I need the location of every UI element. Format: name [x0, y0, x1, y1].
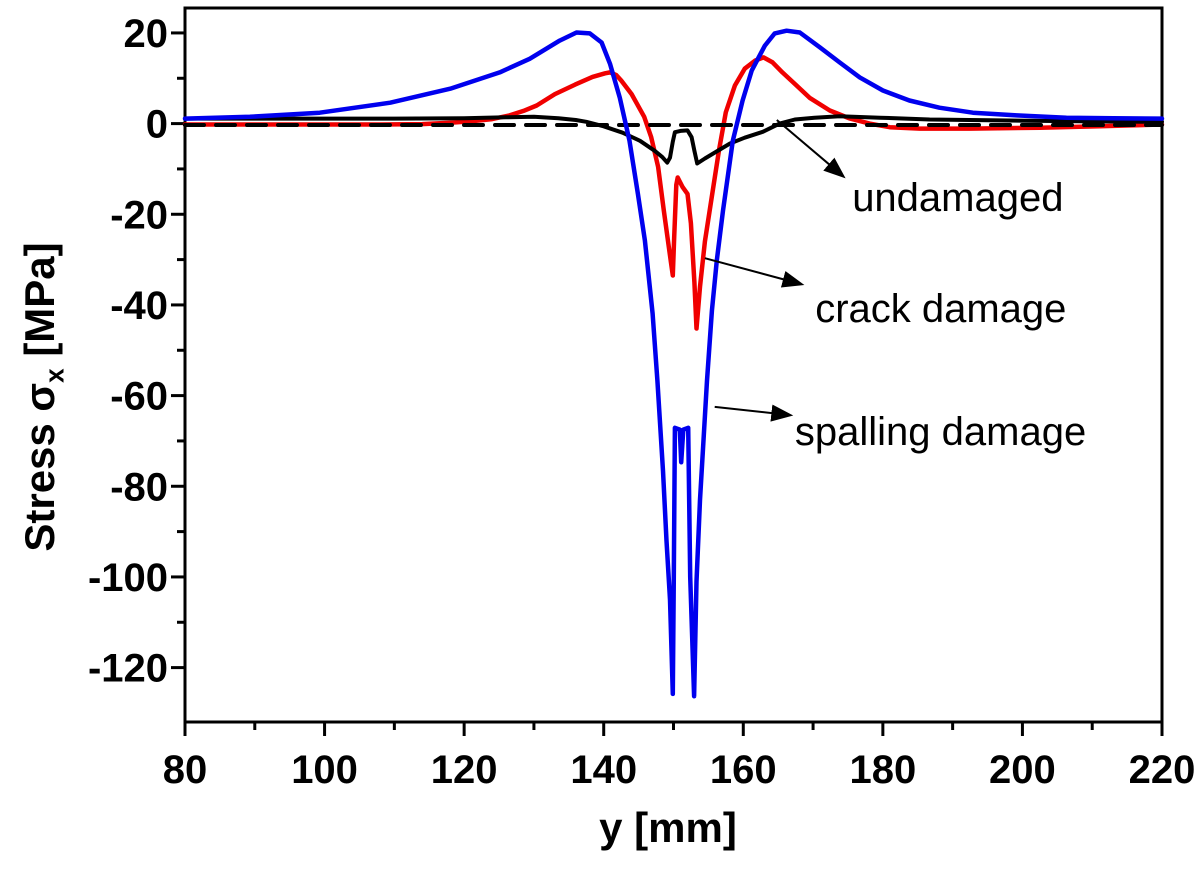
y-tick-label: -120	[88, 647, 168, 691]
annotations-group: undamaged crack damage spalling damage	[704, 119, 1086, 454]
annotation-label-undamaged: undamaged	[852, 176, 1063, 220]
x-tick-label: 180	[849, 748, 916, 792]
annotation-arrow-spalling-damage	[714, 404, 794, 422]
y-axis: 20 0 -20 -40 -60 -80 -100 -120	[88, 12, 185, 691]
x-tick-label: 140	[570, 748, 637, 792]
chart-root: 80 100 120 140 160 180 200 220200-20-40-60-80-1…	[88, 6, 1196, 792]
series-crack-damage-line	[182, 55, 1165, 331]
x-tick-label: 120	[431, 748, 498, 792]
y-tick-label: -80	[110, 465, 168, 509]
y-axis-title-subscript: x	[39, 368, 70, 383]
x-axis-title-text: y [mm]	[599, 804, 737, 851]
annotation-arrow-crack-damage	[704, 257, 805, 288]
annotation-arrow-undamaged	[776, 119, 846, 179]
x-tick-label: 160	[710, 748, 777, 792]
series-group	[182, 28, 1165, 699]
y-tick-label: -20	[110, 193, 168, 237]
y-axis-title: Stress σx [MPa]	[16, 242, 69, 552]
series-spalling-damage-line	[182, 28, 1165, 699]
x-axis-title: y [mm]	[599, 807, 737, 849]
x-tick-label: 80	[163, 748, 208, 792]
x-tick-label: 220	[1129, 748, 1196, 792]
y-axis-title-unit: [MPa]	[16, 242, 63, 369]
y-tick-label: 20	[124, 12, 169, 56]
x-tick-label: 100	[291, 748, 358, 792]
y-tick-label: 0	[146, 103, 168, 147]
series-undamaged-line	[183, 114, 1164, 166]
y-tick-label: -40	[110, 284, 168, 328]
x-axis: 80 100 120 140 160 180 200 220	[163, 722, 1196, 792]
x-tick-label: 200	[989, 748, 1056, 792]
y-tick-label: -60	[110, 375, 168, 419]
y-axis-title-main: Stress σ	[16, 382, 63, 552]
annotation-label-spalling-damage: spalling damage	[795, 410, 1086, 454]
y-tick-label: -100	[88, 556, 168, 600]
annotation-label-crack-damage: crack damage	[815, 287, 1066, 331]
